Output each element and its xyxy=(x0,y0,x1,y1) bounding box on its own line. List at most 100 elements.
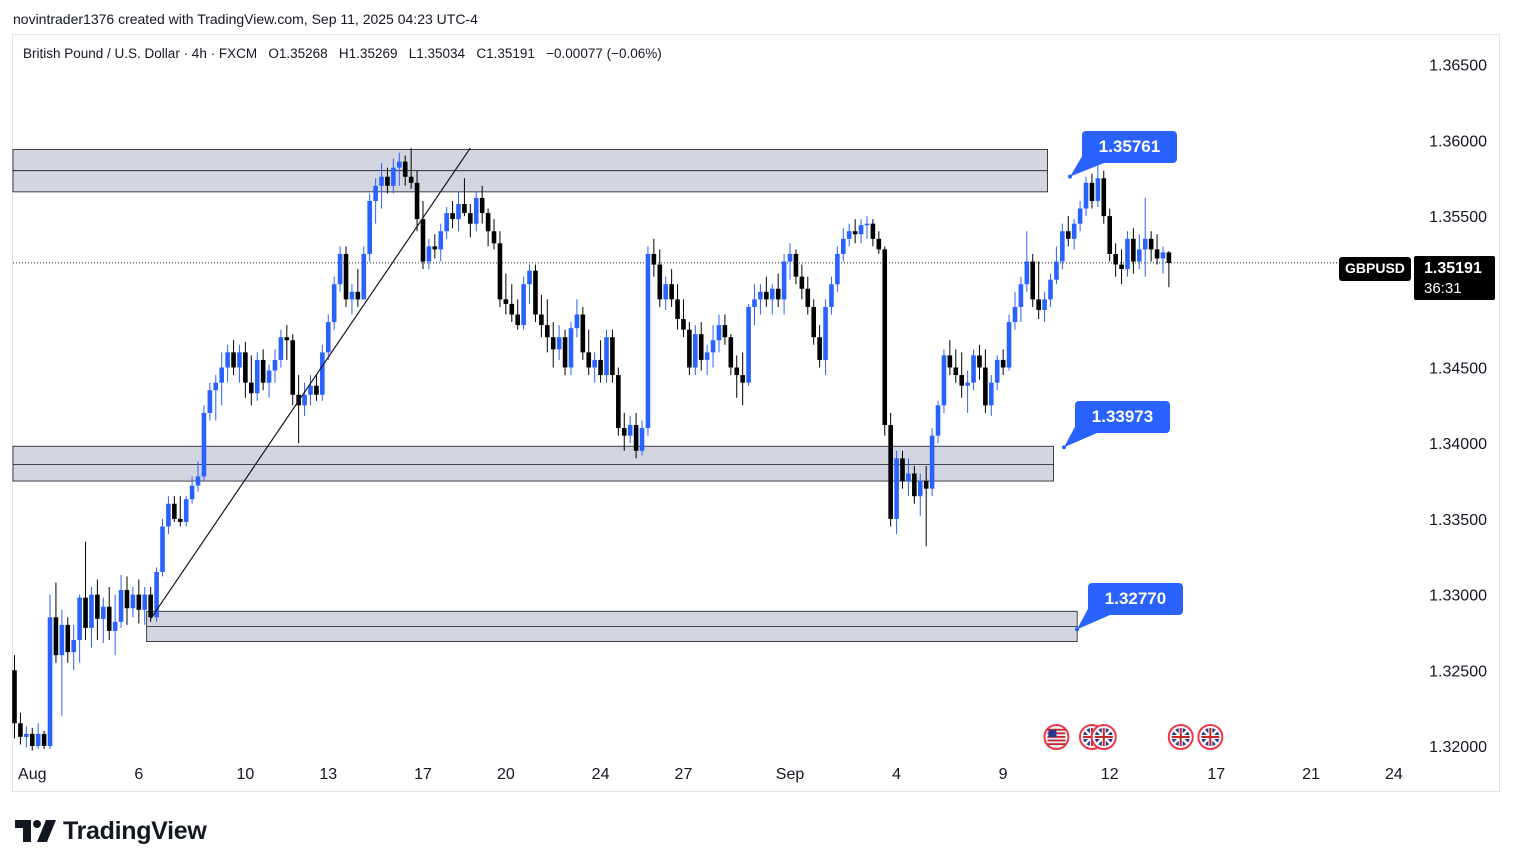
candle-body-9 xyxy=(65,624,71,653)
candle-body-169 xyxy=(1012,306,1018,323)
symbol-tag: GBPUSD xyxy=(1339,257,1411,281)
candle-body-20 xyxy=(130,594,136,609)
candle-body-193 xyxy=(1154,249,1160,259)
candle-body-35 xyxy=(219,367,224,383)
candle-body-27 xyxy=(172,503,177,519)
candle-body-93 xyxy=(562,337,568,368)
candle-body-34 xyxy=(213,382,219,391)
candle-body-112 xyxy=(675,299,680,320)
candle-body-121 xyxy=(728,337,734,368)
candle-body-71 xyxy=(432,246,438,250)
candle-body-124 xyxy=(746,306,751,383)
chart-frame xyxy=(12,34,1500,792)
candle-body-154 xyxy=(923,481,929,489)
candle-body-106 xyxy=(639,428,645,451)
candle-body-10 xyxy=(71,640,76,653)
candle-body-26 xyxy=(166,503,171,527)
candle-body-50 xyxy=(308,385,313,395)
candle-body-74 xyxy=(450,213,455,220)
candle-body-162 xyxy=(971,355,976,383)
candle-body-42 xyxy=(260,359,266,383)
candle-body-75 xyxy=(456,203,461,220)
candle-body-170 xyxy=(1018,284,1024,307)
candle-body-62 xyxy=(379,176,384,186)
current-price-value: 1.35191 xyxy=(1424,260,1482,277)
candle-body-131 xyxy=(787,253,793,262)
candle-body-125 xyxy=(752,299,757,307)
candle-body-13 xyxy=(89,594,94,628)
y-tick-label: 1.36500 xyxy=(1429,58,1487,75)
candle-body-68 xyxy=(414,182,420,220)
candle-body-117 xyxy=(704,352,710,360)
candle-body-80 xyxy=(485,213,491,232)
candle-body-49 xyxy=(302,394,307,406)
candle-body-64 xyxy=(391,167,396,186)
candle-body-189 xyxy=(1131,238,1136,262)
price-callout[interactable]: 1.33973 xyxy=(1075,401,1170,433)
tradingview-logo-icon xyxy=(15,820,56,842)
candle-body-53 xyxy=(325,322,331,353)
candle-body-122 xyxy=(734,367,740,376)
candle-body-166 xyxy=(994,359,1000,383)
candle-body-127 xyxy=(764,291,769,300)
candle-body-18 xyxy=(118,590,124,622)
candle-body-86 xyxy=(521,284,526,326)
candle-body-8 xyxy=(59,624,65,656)
gb-flag-icon xyxy=(1197,724,1224,750)
y-tick-label: 1.33500 xyxy=(1429,512,1487,529)
candle-body-120 xyxy=(722,325,728,338)
x-tick-label: Aug xyxy=(18,766,46,783)
x-tick-label: 17 xyxy=(414,766,432,783)
candle-body-140 xyxy=(841,238,846,254)
candle-body-144 xyxy=(864,223,870,226)
flag-stripe xyxy=(1047,728,1066,731)
events-layer xyxy=(1043,724,1224,750)
x-tick-label: 12 xyxy=(1101,766,1119,783)
candle-body-126 xyxy=(758,291,763,300)
candle-body-85 xyxy=(515,314,520,326)
candle-body-107 xyxy=(645,253,651,429)
candle-body-98 xyxy=(592,359,597,368)
price-callout[interactable]: 1.35761 xyxy=(1082,131,1177,163)
brand[interactable]: TradingView xyxy=(15,816,207,846)
x-tick-label: 13 xyxy=(319,766,337,783)
candle-body-69 xyxy=(420,219,426,262)
candle-body-190 xyxy=(1137,249,1142,262)
candle-body-51 xyxy=(314,385,319,395)
candle-body-114 xyxy=(687,329,692,368)
candle-body-99 xyxy=(598,359,603,376)
candle-body-163 xyxy=(977,355,982,368)
candle-body-119 xyxy=(716,325,722,341)
candle-body-188 xyxy=(1125,238,1130,270)
candle-body-83 xyxy=(503,299,509,304)
candle-body-175 xyxy=(1048,279,1053,300)
candle-body-187 xyxy=(1119,264,1124,270)
candle-body-58 xyxy=(355,291,361,300)
candle-body-145 xyxy=(870,223,876,239)
x-tick-label: Sep xyxy=(776,766,805,783)
candle-body-1 xyxy=(18,723,23,737)
candle-body-160 xyxy=(959,375,964,386)
candle-body-153 xyxy=(917,481,923,497)
candle-body-81 xyxy=(491,231,497,244)
candle-body-28 xyxy=(177,518,183,522)
candle-body-155 xyxy=(929,435,935,489)
callout-anchor-dot xyxy=(1068,174,1072,179)
ohlc-change: −0.00077 (−0.06%) xyxy=(546,46,662,61)
chart-credit: novintrader1376 created with TradingView… xyxy=(13,11,478,27)
candle-body-195 xyxy=(1166,252,1172,264)
symbol-info-bar: British Pound / U.S. Dollar · 4h · FXCM … xyxy=(23,46,662,61)
flag-canton xyxy=(1048,730,1057,737)
zones-layer xyxy=(12,149,1078,642)
gb-flag-icon xyxy=(1090,724,1117,750)
flag-stripe xyxy=(1047,739,1066,742)
y-tick-label: 1.34500 xyxy=(1429,361,1487,378)
candle-body-137 xyxy=(823,306,828,360)
price-callout[interactable]: 1.32770 xyxy=(1088,583,1183,615)
symbol-name[interactable]: British Pound / U.S. Dollar · 4h · FXCM xyxy=(23,46,258,61)
trendline xyxy=(150,147,471,620)
candle-body-36 xyxy=(225,352,230,368)
candle-body-174 xyxy=(1042,299,1047,310)
candle-body-92 xyxy=(556,337,562,350)
